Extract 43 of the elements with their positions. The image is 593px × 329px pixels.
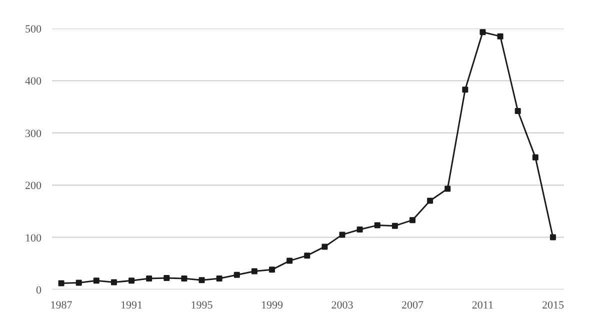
point — [392, 222, 398, 229]
point — [356, 226, 363, 232]
y-tick-label: 300 — [25, 128, 42, 140]
point — [514, 108, 521, 114]
point — [110, 279, 117, 286]
x-tick-label: 2007 — [401, 300, 424, 312]
point — [93, 278, 100, 284]
point — [304, 252, 310, 259]
point — [234, 272, 240, 278]
y-tick-label: 400 — [25, 76, 42, 88]
point — [216, 276, 222, 282]
x-tick-label: 1999 — [261, 300, 284, 312]
y-tick-label: 200 — [25, 180, 42, 192]
point — [76, 280, 82, 286]
y-tick-label: 100 — [25, 232, 42, 244]
point — [462, 86, 468, 93]
point — [532, 154, 538, 160]
point — [286, 258, 293, 264]
point — [339, 232, 346, 238]
x-tick-label: 1991 — [120, 300, 143, 312]
point — [322, 244, 328, 250]
point — [146, 276, 152, 282]
point — [269, 266, 275, 273]
point — [480, 29, 486, 36]
y-tick-label: 500 — [25, 24, 42, 36]
point — [427, 198, 434, 204]
point — [374, 222, 380, 228]
x-tick-label: 2003 — [331, 300, 354, 312]
point — [164, 275, 170, 282]
point — [444, 186, 451, 192]
point — [58, 280, 64, 286]
x-tick-label: 1987 — [50, 300, 73, 312]
point — [251, 268, 258, 274]
point — [409, 217, 416, 224]
x-tick-label: 2015 — [542, 300, 564, 312]
x-tick-label: 2011 — [472, 300, 494, 312]
point — [198, 277, 205, 284]
point — [181, 276, 188, 282]
y-tick-label: 0 — [36, 284, 42, 296]
point — [497, 33, 504, 40]
point — [550, 234, 556, 240]
point — [128, 278, 135, 284]
x-tick-label: 1995 — [190, 300, 214, 312]
